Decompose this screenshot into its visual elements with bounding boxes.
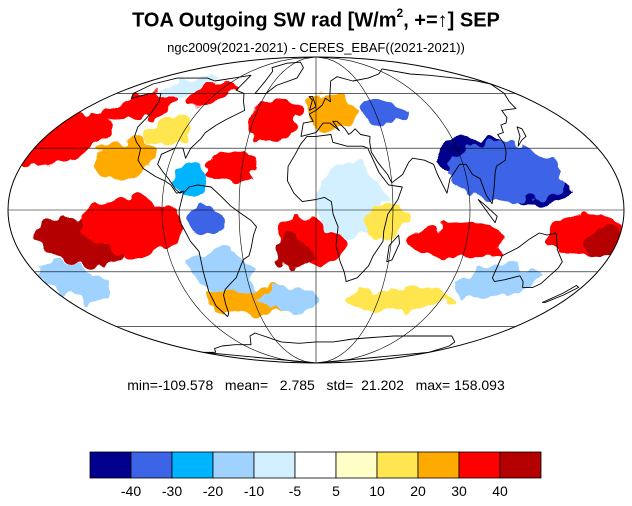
coastline	[308, 96, 317, 111]
colorbar-label: 30	[451, 483, 467, 499]
colorbar-label: 20	[410, 483, 426, 499]
colorbar-swatch	[335, 451, 378, 479]
title-superscript: 2	[396, 6, 404, 20]
anomaly-region	[154, 74, 219, 99]
anomaly-region	[343, 289, 455, 312]
colorbar-swatch	[417, 451, 460, 479]
anomaly-region	[170, 164, 211, 194]
colorbar-label: -10	[244, 483, 264, 499]
anomaly-region	[271, 235, 312, 268]
colorbar-label: -5	[289, 483, 302, 499]
anomaly-region	[100, 93, 176, 122]
anomaly-region	[188, 203, 223, 238]
anomaly-region	[209, 154, 259, 183]
colorbar-swatch	[294, 451, 337, 479]
coastline	[386, 234, 400, 263]
graticule	[8, 57, 624, 363]
colorbar-swatch	[499, 451, 542, 479]
colorbar-label: 40	[492, 483, 508, 499]
chart-subtitle: ngc2009(2021-2021) - CERES_EBAF((2021-20…	[167, 40, 465, 55]
colorbar-label: -40	[121, 483, 141, 499]
anomaly-field	[20, 74, 624, 315]
anomaly-region	[20, 112, 113, 167]
colorbar-label: 5	[332, 483, 340, 499]
anomaly-region	[357, 100, 406, 122]
stats-line: min=-109.578 mean= 2.785 std= 21.202 max…	[127, 377, 505, 393]
colorbar-swatch	[130, 451, 173, 479]
colorbar-label: 10	[369, 483, 385, 499]
colorbar-swatch	[171, 451, 214, 479]
coastline	[491, 232, 563, 288]
anomaly-region	[253, 287, 323, 314]
coastline	[541, 285, 580, 303]
coastline	[178, 184, 257, 318]
colorbar-swatch	[376, 451, 419, 479]
coastline	[130, 74, 252, 194]
anomaly-region	[448, 144, 566, 202]
title-suffix: , +=↑] SEP	[403, 9, 500, 32]
colorbar-swatch	[458, 451, 501, 479]
anomaly-region	[189, 247, 254, 295]
coastlines	[130, 61, 580, 363]
colorbar-label: -20	[203, 483, 223, 499]
anomaly-region	[363, 203, 405, 238]
colorbar-swatch	[89, 451, 132, 479]
chart-title: TOA Outgoing SW rad [W/m2, +=↑] SEP	[0, 6, 632, 33]
colorbar-label: -30	[162, 483, 182, 499]
colorbar: -40 -30 -20 -10 -5 5 10 20 30 40	[89, 451, 542, 499]
map-border	[7, 56, 625, 364]
anomaly-region	[187, 81, 234, 107]
anomaly-region	[248, 98, 300, 143]
anomaly-region	[146, 114, 195, 145]
colorbar-swatch	[253, 451, 296, 479]
anomaly-region	[77, 197, 180, 256]
title-main: TOA Outgoing SW rad [W/m	[132, 9, 397, 32]
coastline	[254, 61, 304, 94]
coastline	[516, 126, 527, 147]
coastline	[477, 199, 498, 224]
coastline	[202, 332, 456, 363]
anomaly-region	[408, 224, 509, 258]
coastline	[286, 134, 403, 283]
coastline	[300, 68, 517, 205]
colorbar-swatch	[212, 451, 255, 479]
world-map	[7, 56, 625, 364]
